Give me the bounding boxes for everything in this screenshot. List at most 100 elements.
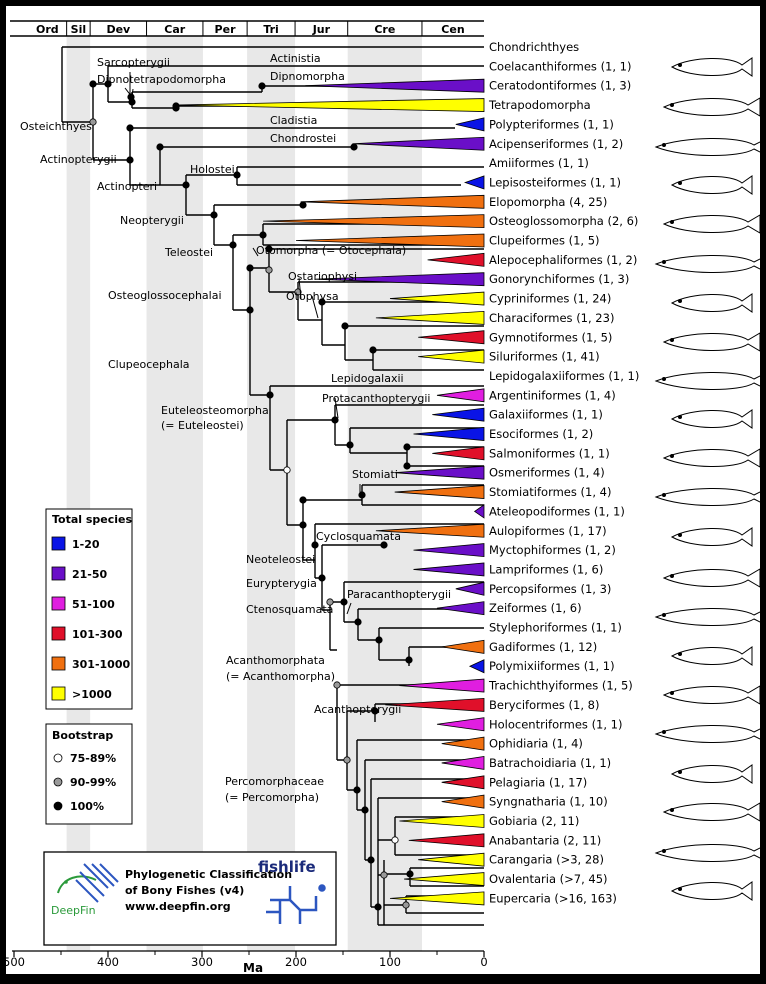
taxon-label: Anabantaria (2, 11) — [489, 833, 601, 847]
bootstrap-node — [374, 903, 382, 911]
clade-triangle — [436, 717, 485, 732]
fishlife-logo-text: fishlife — [258, 858, 316, 876]
taxon-label: Beryciformes (1, 8) — [489, 698, 599, 712]
clade-label: Otomorpha (= Otocephala) — [256, 244, 406, 257]
taxon-labels: Chondrichthyes Coelacanthiformes (1, 1) Ce… — [488, 40, 639, 905]
fish-silhouette — [662, 802, 761, 822]
period-label-sil: Sil — [71, 23, 86, 36]
clade-label: (= Acanthomorpha) — [226, 670, 335, 683]
taxon-label: Characiformes (1, 23) — [489, 311, 614, 325]
fish-silhouette — [662, 568, 761, 588]
bootstrap-node — [340, 598, 348, 606]
fish-eye — [670, 338, 674, 342]
bootstrap-node — [127, 93, 135, 101]
taxon-label: Gymnotiformes (1, 5) — [489, 330, 612, 344]
taxon-label: Esociformes (1, 2) — [489, 427, 593, 441]
bootstrap-node — [371, 707, 379, 715]
taxon-label: Polymixiiformes (1, 1) — [489, 659, 615, 673]
bootstrap-node — [406, 870, 414, 878]
fish-silhouette — [662, 448, 761, 468]
clade-triangle — [352, 136, 485, 151]
fish-eye — [662, 730, 666, 734]
legend-label: 100% — [70, 800, 104, 813]
legend-label: 21-50 — [72, 568, 108, 581]
x-tick-100: 100 — [379, 955, 401, 969]
taxon-label: Alepocephaliformes (1, 2) — [489, 253, 637, 267]
clade-triangle — [389, 891, 485, 906]
clade-triangle — [427, 252, 485, 267]
bootstrap-node — [353, 786, 361, 794]
fish-silhouette — [670, 527, 753, 547]
period-band-car — [146, 36, 203, 951]
clade-triangle — [413, 543, 485, 558]
species-legend: Total species 1-20 21-50 51-100 101-300 301-… — [45, 508, 133, 710]
clade-label: Actinistia — [270, 52, 321, 65]
bootstrap-node — [299, 201, 307, 209]
taxon-label: Lepisosteiformes (1, 1) — [489, 175, 621, 189]
fish-silhouette — [654, 724, 766, 744]
fish-silhouette — [670, 646, 753, 666]
clade-triangle — [399, 814, 485, 828]
taxon-label: Galaxiiformes (1, 1) — [489, 408, 603, 422]
taxon-label: Aulopiformes (1, 17) — [489, 524, 607, 538]
x-axis-label: Ma — [243, 961, 263, 975]
taxon-label: Stylephoriformes (1, 1) — [489, 621, 622, 635]
fish-eye — [662, 849, 666, 853]
period-label-dev: Dev — [106, 23, 131, 36]
period-band-sil — [66, 36, 91, 951]
taxon-label: Ovalentaria (>7, 45) — [489, 872, 608, 886]
legend-label: 1-20 — [72, 538, 100, 551]
fish-eye — [678, 181, 682, 185]
taxon-label: Amiiformes (1, 1) — [489, 156, 589, 170]
clade-label: Teleostei — [164, 246, 213, 259]
bootstrap-node — [265, 245, 273, 253]
fish-silhouette — [662, 332, 761, 352]
clade-label: Acanthopterygii — [314, 703, 401, 716]
branch — [335, 427, 484, 467]
period-label-car: Car — [164, 23, 185, 36]
clade-label: Stomiati — [352, 468, 398, 481]
fish-eye — [670, 691, 674, 695]
fish-eye — [678, 299, 682, 303]
clade-label: Dipnomorpha — [270, 70, 345, 83]
fish-silhouette — [654, 843, 766, 863]
clade-label: Clupeocephala — [108, 358, 190, 371]
branch — [303, 523, 484, 578]
clade-label: Acanthomorphata — [226, 654, 325, 667]
taxon-label: Gadiformes (1, 12) — [489, 640, 597, 654]
bootstrap-node — [89, 80, 97, 88]
fish-silhouette — [654, 371, 766, 391]
taxon-label: Gobiaria (2, 11) — [489, 814, 579, 828]
branch — [378, 816, 484, 856]
legend-node — [53, 801, 63, 811]
taxon-label: Holocentriformes (1, 1) — [489, 717, 623, 731]
period-label-cre: Cre — [374, 23, 395, 36]
label-pointers — [124, 72, 361, 615]
clade-label: Cyclosquamata — [316, 530, 401, 543]
taxon-label: Ophidiaria (1, 4) — [489, 737, 583, 751]
clade-triangle — [413, 562, 485, 577]
deepfin-logo: DeepFin — [51, 863, 119, 917]
clade-triangle — [375, 310, 485, 325]
clade-triangle — [300, 194, 485, 209]
clade-triangle — [432, 407, 485, 422]
fish-eye — [678, 533, 682, 537]
legend-swatch — [51, 686, 66, 701]
taxon-label: Acipenseriformes (1, 2) — [489, 137, 623, 151]
fish-eye — [670, 808, 674, 812]
fish-eye — [662, 260, 666, 264]
fish-silhouette — [654, 487, 766, 507]
logo-box: DeepFin Phylogenetic Classification of B… — [43, 851, 337, 946]
fish-silhouette — [662, 685, 761, 705]
bootstrap-node — [405, 656, 413, 664]
bootstrap-node — [341, 322, 349, 330]
bootstrap-node — [326, 598, 334, 606]
taxon-label: Batrachoidiaria (1, 1) — [489, 756, 611, 770]
bootstrap-node — [156, 143, 164, 151]
fish-eye — [670, 454, 674, 458]
taxon-label: Syngnatharia (1, 10) — [489, 795, 608, 809]
fish-silhouette — [654, 254, 766, 274]
clade-triangle — [314, 272, 485, 287]
fish-eye — [678, 887, 682, 891]
bootstrap-node — [318, 298, 326, 306]
